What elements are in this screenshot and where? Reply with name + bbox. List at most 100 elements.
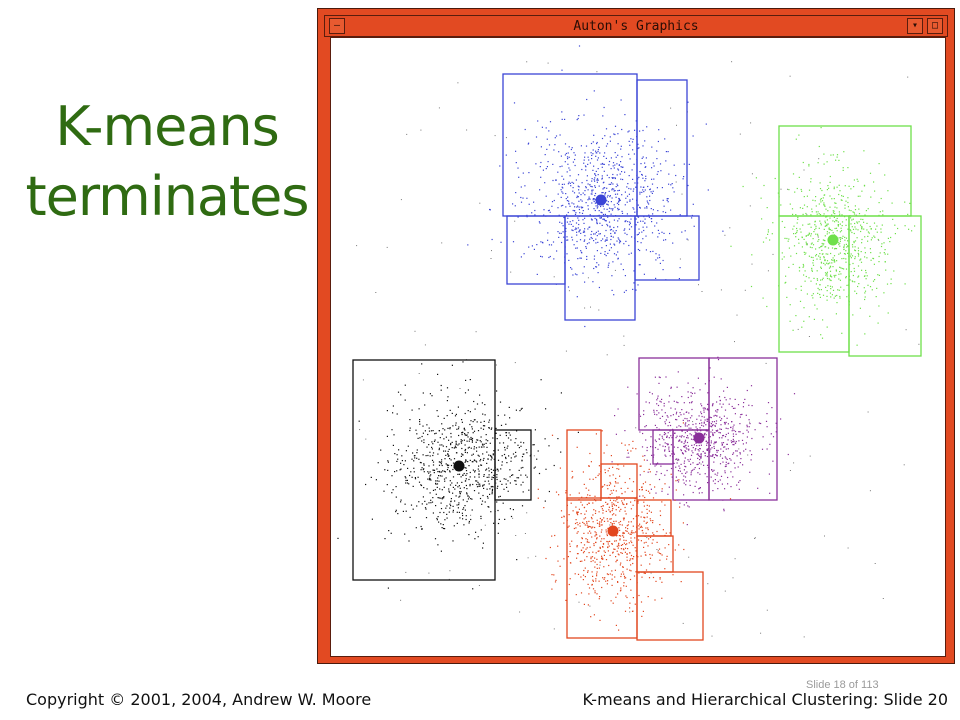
data-point-blue — [628, 140, 630, 142]
data-point-blue — [603, 163, 605, 165]
data-point-red — [613, 522, 615, 525]
window-minimize-button[interactable]: ▾ — [907, 18, 923, 34]
data-point-green — [789, 304, 791, 306]
data-point-black — [491, 488, 494, 490]
data-point-purple — [762, 436, 764, 438]
data-point-red — [623, 503, 625, 506]
data-point-red — [642, 532, 644, 534]
data-point-purple — [732, 428, 734, 430]
data-point-black — [451, 482, 453, 484]
data-point-blue — [540, 176, 542, 178]
window-maximize-button[interactable]: □ — [927, 18, 943, 34]
data-point-red — [589, 452, 591, 455]
data-point-green — [878, 305, 880, 307]
data-point-red — [662, 529, 664, 531]
data-point-green — [863, 185, 866, 187]
window-menu-button[interactable]: — — [329, 18, 345, 34]
data-point-blue — [618, 189, 620, 191]
data-point-blue — [598, 210, 600, 212]
data-point-green — [853, 186, 855, 188]
data-point-purple — [720, 419, 722, 421]
stray-point — [484, 524, 486, 526]
data-point-blue — [614, 244, 616, 246]
data-point-black — [424, 430, 426, 432]
data-point-purple — [679, 439, 681, 441]
data-point-black — [405, 479, 407, 482]
data-point-purple — [735, 450, 737, 452]
stray-point — [466, 129, 468, 131]
data-point-green — [817, 162, 819, 164]
data-point-purple — [681, 409, 683, 411]
data-point-red — [635, 448, 637, 450]
data-point-blue — [595, 202, 597, 204]
data-point-blue — [615, 230, 617, 232]
data-point-black — [428, 444, 430, 446]
data-point-purple — [697, 449, 699, 451]
data-point-purple — [647, 471, 649, 473]
stray-point — [698, 284, 699, 286]
data-point-green — [850, 210, 852, 212]
data-point-purple — [615, 433, 617, 435]
data-point-blue — [591, 180, 593, 182]
stray-point — [903, 464, 905, 466]
data-point-red — [615, 514, 617, 516]
data-point-black — [483, 443, 485, 445]
data-point-black — [488, 474, 490, 476]
data-point-green — [911, 230, 913, 232]
data-point-red — [650, 520, 652, 522]
data-point-red — [645, 569, 648, 571]
data-point-purple — [684, 450, 686, 452]
data-point-black — [477, 430, 480, 432]
data-point-blue — [617, 207, 619, 209]
stray-point — [720, 289, 722, 291]
data-point-purple — [679, 412, 681, 414]
data-point-black — [486, 446, 488, 448]
data-point-blue — [650, 191, 652, 193]
data-point-blue — [651, 232, 654, 234]
data-point-green — [873, 222, 876, 224]
data-point-green — [787, 240, 789, 242]
stray-point — [424, 344, 426, 346]
data-point-blue — [572, 161, 574, 163]
data-point-black — [460, 442, 463, 444]
window-titlebar[interactable]: — Auton's Graphics ▾ □ — [324, 15, 948, 37]
data-point-black — [423, 463, 425, 465]
data-point-purple — [716, 401, 718, 403]
data-point-green — [839, 245, 841, 247]
data-point-green — [847, 167, 849, 169]
data-point-blue — [632, 288, 634, 290]
data-point-green — [803, 251, 805, 253]
data-point-black — [461, 440, 463, 442]
data-point-blue — [582, 219, 584, 221]
data-point-purple — [685, 451, 687, 453]
data-point-green — [825, 262, 828, 264]
data-point-green — [829, 175, 831, 178]
data-point-black — [465, 474, 467, 476]
data-point-green — [867, 284, 869, 286]
data-point-purple — [690, 474, 692, 476]
data-point-black — [477, 439, 479, 441]
data-point-purple — [732, 433, 734, 435]
data-point-blue — [522, 197, 524, 199]
data-point-black — [483, 487, 485, 489]
data-point-blue — [642, 220, 644, 222]
data-point-black — [440, 463, 442, 465]
data-point-green — [877, 274, 879, 276]
data-point-red — [623, 582, 625, 584]
data-point-red — [592, 588, 595, 590]
data-point-red — [659, 514, 662, 517]
data-point-purple — [651, 454, 653, 456]
data-point-blue — [614, 193, 617, 195]
data-point-green — [890, 236, 892, 239]
data-point-green — [792, 263, 794, 265]
data-point-green — [817, 240, 819, 242]
data-point-blue — [630, 226, 633, 228]
data-point-blue — [602, 182, 604, 184]
data-point-purple — [707, 482, 709, 484]
data-point-purple — [680, 450, 683, 452]
data-point-green — [830, 279, 832, 282]
data-point-black — [462, 361, 464, 363]
data-point-blue — [589, 238, 591, 240]
data-point-purple — [712, 433, 714, 435]
data-point-black — [436, 480, 438, 482]
